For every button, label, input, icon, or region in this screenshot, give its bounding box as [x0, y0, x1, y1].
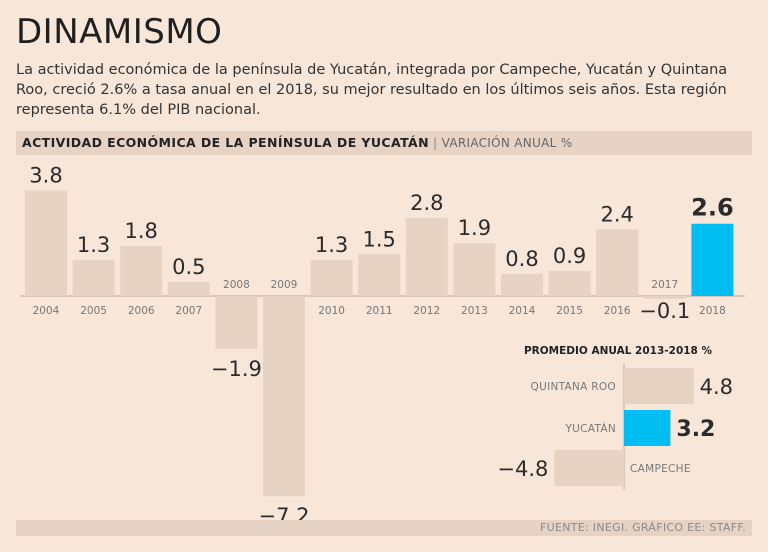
chart-title-bar: ACTIVIDAD ECONÓMICA DE LA PENÍNSULA DE Y…: [16, 131, 752, 155]
year-label-2007: 2007: [175, 305, 202, 317]
year-label-2013: 2013: [461, 305, 488, 317]
bar-2016: [596, 229, 639, 296]
avg-value-label-2: −4.8: [497, 457, 548, 481]
year-label-2006: 2006: [128, 305, 155, 317]
value-label-2011: 1.5: [362, 227, 395, 251]
bar-2008: [215, 296, 258, 349]
avg-value-label-1: 3.2: [676, 417, 715, 442]
avg-bar-yucatán: [624, 410, 671, 446]
bar-2007: [167, 282, 210, 296]
value-label-2013: 1.9: [458, 216, 491, 240]
bar-2015: [548, 270, 591, 296]
intro-text: La actividad económica de la península d…: [16, 62, 728, 118]
value-label-2017: −0.1: [639, 299, 690, 323]
bar-2009: [263, 296, 305, 497]
bar-2012: [405, 218, 448, 296]
average-growth-chart: PROMEDIO ANUAL 2013-2018 % 4.8 QUINTANA RO…: [497, 345, 733, 490]
year-label-2015: 2015: [556, 305, 583, 317]
year-label-2011: 2011: [366, 305, 393, 317]
value-label-2012: 2.8: [410, 191, 443, 215]
value-label-2004: 3.8: [29, 163, 62, 187]
value-label-2014: 0.8: [505, 247, 538, 271]
bar-2014: [501, 273, 543, 296]
year-label-2016: 2016: [604, 305, 631, 317]
value-label-2005: 1.3: [77, 233, 110, 257]
bar-2005: [72, 259, 115, 296]
bar-2017: [643, 296, 686, 299]
avg-category-label-2: CAMPECHE: [630, 463, 691, 475]
avg-bar-campeche: [554, 450, 624, 486]
year-label-2010: 2010: [318, 305, 345, 317]
avg-bar-quintana-roo: [624, 368, 694, 404]
value-label-2006: 1.8: [124, 219, 157, 243]
year-label-2004: 2004: [33, 305, 60, 317]
title-separator: |: [432, 135, 438, 150]
value-label-2015: 0.9: [553, 244, 586, 268]
year-label-2017: 2017: [651, 279, 678, 291]
avg-value-label-0: 4.8: [700, 375, 733, 399]
value-label-2016: 2.4: [600, 202, 633, 226]
bar-2018: [691, 223, 734, 296]
annual-variation-chart: 3.8 2004 1.3 2005 1.8 2006 0.5 2007 −1.9 2008 −7.2…: [20, 163, 745, 520]
bar-2006: [120, 245, 163, 296]
bar-2013: [453, 243, 496, 296]
avg-category-label-1: YUCATÁN: [564, 422, 616, 435]
value-label-2009: −7.2: [259, 504, 310, 520]
year-label-2009: 2009: [271, 279, 298, 291]
value-label-2010: 1.3: [315, 233, 348, 257]
average-chart-title: PROMEDIO ANUAL 2013-2018 %: [524, 345, 713, 357]
chart-title: ACTIVIDAD ECONÓMICA DE LA PENÍNSULA DE Y…: [22, 135, 429, 150]
page-title: DINAMISMO: [16, 12, 223, 52]
bar-2010: [310, 259, 353, 296]
chart-subtitle: VARIACIÓN ANUAL %: [441, 136, 573, 150]
source-text: FUENTE: INEGI. GRÁFICO EE: STAFF.: [539, 521, 746, 534]
value-label-2018: 2.6: [691, 194, 734, 222]
bar-2011: [358, 254, 401, 296]
value-label-2007: 0.5: [172, 255, 205, 279]
bar-2004: [25, 190, 67, 296]
year-label-2005: 2005: [80, 305, 107, 317]
avg-category-label-0: QUINTANA ROO: [531, 381, 616, 393]
source-bar: FUENTE: INEGI. GRÁFICO EE: STAFF.: [16, 520, 752, 536]
year-label-2018: 2018: [699, 305, 726, 317]
year-label-2008: 2008: [223, 279, 250, 291]
year-label-2012: 2012: [413, 305, 440, 317]
value-label-2008: −1.9: [211, 357, 262, 381]
year-label-2014: 2014: [509, 305, 536, 317]
